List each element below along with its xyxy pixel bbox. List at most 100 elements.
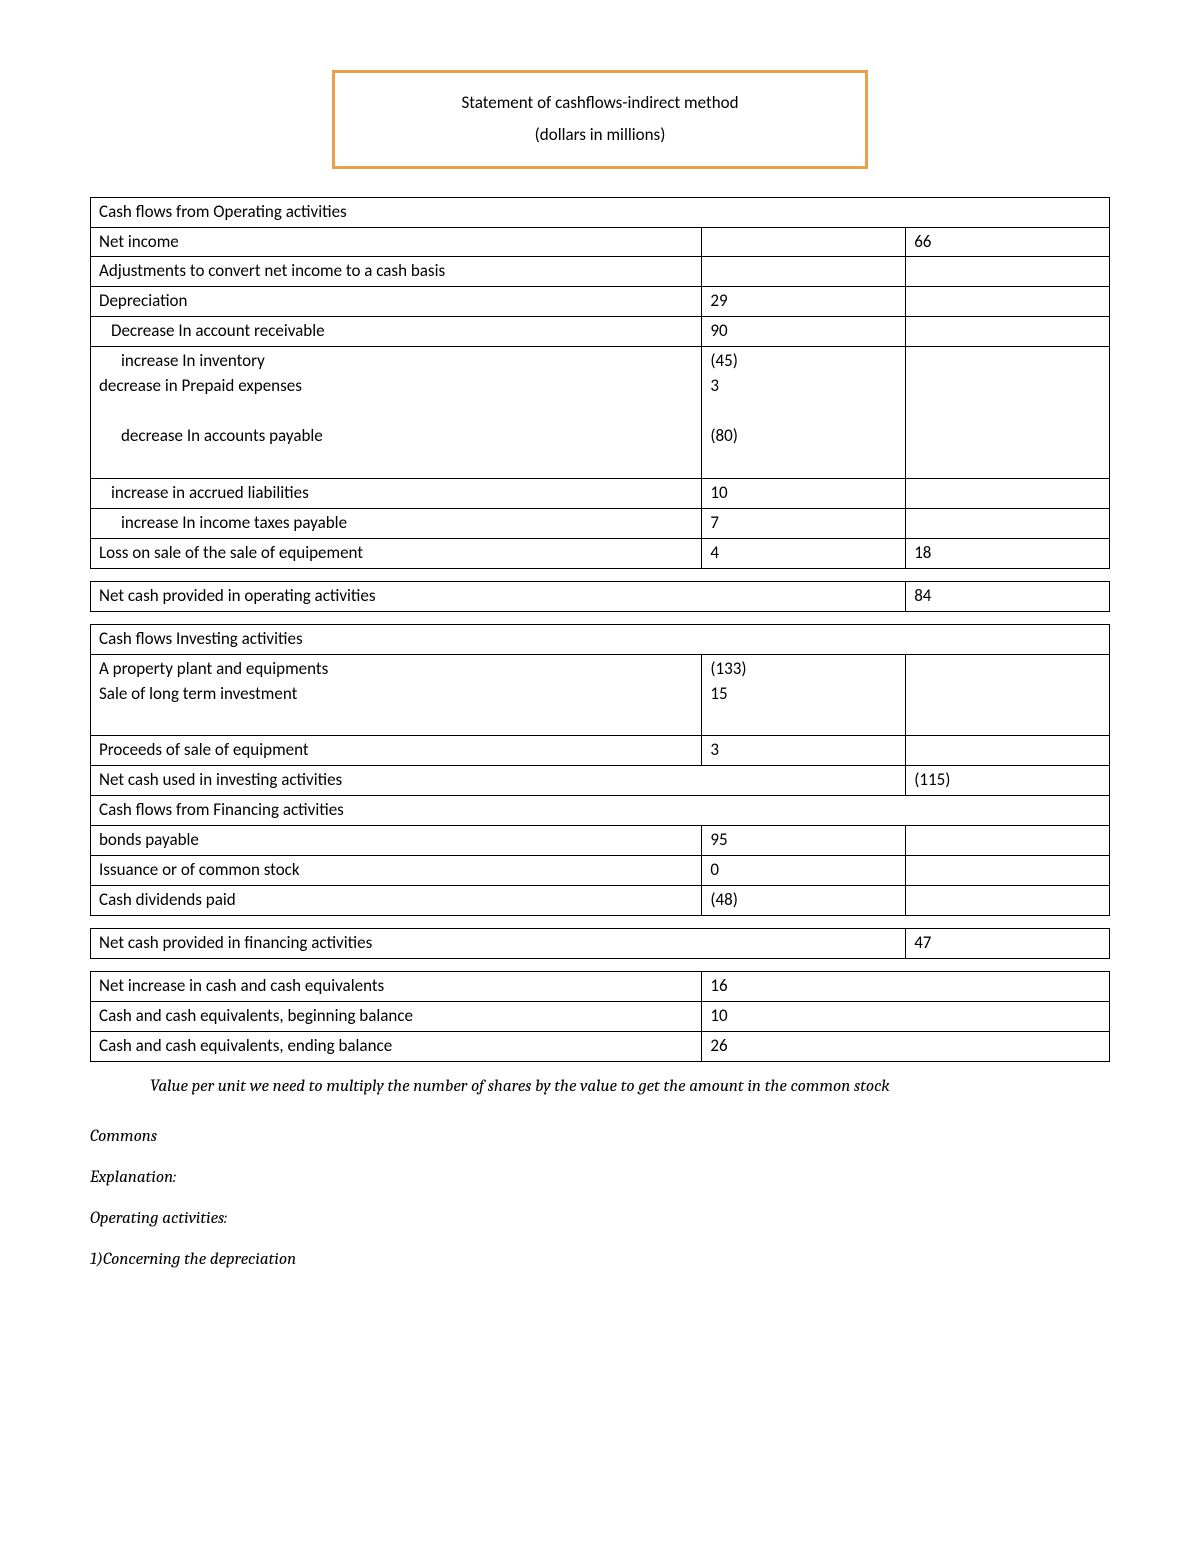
cell-value (702, 227, 906, 257)
section-header: Cash flows from Operating activities (91, 197, 1110, 227)
cell-value: 4 (702, 538, 906, 568)
cell-value (906, 654, 1110, 736)
cell-label: Cash and cash equivalents, beginning bal… (91, 1001, 702, 1031)
section-header: Cash flows Investing activities (91, 624, 1110, 654)
title-line-2: (dollars in millions) (345, 119, 855, 151)
table-row: Issuance or of common stock 0 (91, 856, 1110, 886)
table-row: Cash and cash equivalents, ending balanc… (91, 1031, 1110, 1061)
row-value: (45) (710, 350, 897, 375)
cell-label: Depreciation (91, 287, 702, 317)
row-text: decrease In accounts payable (99, 425, 323, 446)
cell-label: Loss on sale of the sale of equipement (91, 538, 702, 568)
cell-value: 66 (906, 227, 1110, 257)
table-row: Cash flows Investing activities (91, 624, 1110, 654)
cell-value (906, 826, 1110, 856)
row-text: decrease in Prepaid expenses (99, 375, 693, 400)
cell-label: Net increase in cash and cash equivalent… (91, 972, 702, 1002)
table-row: bonds payable 95 (91, 826, 1110, 856)
table-row: Depreciation 29 (91, 287, 1110, 317)
table-row: Cash and cash equivalents, beginning bal… (91, 1001, 1110, 1031)
table-row: increase in accrued liabilities 10 (91, 478, 1110, 508)
cell-value (906, 856, 1110, 886)
table-row: Cash dividends paid (48) (91, 886, 1110, 916)
cell-value: (133) 15 (702, 654, 906, 736)
row-text: increase in accrued liabilities (99, 482, 309, 503)
notes-commons: Commons (90, 1127, 1110, 1146)
notes-explanation: Explanation: (90, 1168, 1110, 1187)
row-value: (80) (710, 425, 897, 450)
financing-net-table: Net cash provided in financing activitie… (90, 928, 1110, 959)
cell-label: Net cash provided in financing activitie… (91, 929, 906, 959)
cell-value (906, 886, 1110, 916)
cell-value: 10 (702, 478, 906, 508)
cell-label: Net cash used in investing activities (91, 766, 906, 796)
cell-label: Decrease In account receivable (91, 317, 702, 347)
cell-label: Issuance or of common stock (91, 856, 702, 886)
cell-value (906, 508, 1110, 538)
cell-value (906, 736, 1110, 766)
cell-label: Net income (91, 227, 702, 257)
row-value: (133) (710, 658, 897, 683)
table-row: Loss on sale of the sale of equipement 4… (91, 538, 1110, 568)
operating-net-table: Net cash provided in operating activitie… (90, 581, 1110, 612)
cell-label: increase in accrued liabilities (91, 478, 702, 508)
title-line-1: Statement of cashflows-indirect method (345, 87, 855, 119)
notes-operating: Operating activities: (90, 1209, 1110, 1228)
cell-label: Proceeds of sale of equipment (91, 736, 702, 766)
cell-value: 90 (702, 317, 906, 347)
table-row: increase In income taxes payable 7 (91, 508, 1110, 538)
cell-label: Cash and cash equivalents, ending balanc… (91, 1031, 702, 1061)
summary-table: Net increase in cash and cash equivalent… (90, 971, 1110, 1062)
investing-table: Cash flows Investing activities A proper… (90, 624, 1110, 916)
cell-label: A property plant and equipments Sale of … (91, 654, 702, 736)
notes-item-1: 1)Concerning the depreciation (90, 1250, 1110, 1269)
table-row: Cash flows from Financing activities (91, 796, 1110, 826)
cell-value: 47 (906, 929, 1110, 959)
table-row: increase In inventory decrease in Prepai… (91, 347, 1110, 479)
cell-value: (45) 3 (80) (702, 347, 906, 479)
operating-table: Cash flows from Operating activities Net… (90, 197, 1110, 569)
cell-value (906, 257, 1110, 287)
cell-value: (115) (906, 766, 1110, 796)
cell-value: 3 (702, 736, 906, 766)
cell-value (702, 257, 906, 287)
row-text: increase In income taxes payable (99, 512, 347, 533)
cell-value: (48) (702, 886, 906, 916)
cell-value: 7 (702, 508, 906, 538)
table-row: Net increase in cash and cash equivalent… (91, 972, 1110, 1002)
row-text: A property plant and equipments (99, 658, 693, 683)
cell-value: 0 (702, 856, 906, 886)
cell-value: 10 (702, 1001, 1110, 1031)
cell-value (906, 287, 1110, 317)
cell-value: 84 (906, 581, 1110, 611)
row-text: Decrease In account receivable (99, 320, 325, 341)
cell-label: Adjustments to convert net income to a c… (91, 257, 702, 287)
table-row: Proceeds of sale of equipment 3 (91, 736, 1110, 766)
table-row: Decrease In account receivable 90 (91, 317, 1110, 347)
cell-value: 29 (702, 287, 906, 317)
table-row: Cash flows from Operating activities (91, 197, 1110, 227)
cell-label: increase In income taxes payable (91, 508, 702, 538)
cell-label: bonds payable (91, 826, 702, 856)
section-header: Cash flows from Financing activities (91, 796, 1110, 826)
cell-value: 26 (702, 1031, 1110, 1061)
footnote-text: Value per unit we need to multiply the n… (90, 1074, 1110, 1100)
table-row: Net income 66 (91, 227, 1110, 257)
cell-value: 95 (702, 826, 906, 856)
table-row: Net cash provided in operating activitie… (91, 581, 1110, 611)
table-row: A property plant and equipments Sale of … (91, 654, 1110, 736)
row-text: increase In inventory (99, 350, 265, 371)
cell-value (906, 347, 1110, 479)
cell-value: 16 (702, 972, 1110, 1002)
cell-label: Cash dividends paid (91, 886, 702, 916)
cell-value (906, 478, 1110, 508)
cell-label: Net cash provided in operating activitie… (91, 581, 906, 611)
cell-value (906, 317, 1110, 347)
table-row: Net cash provided in financing activitie… (91, 929, 1110, 959)
title-box: Statement of cashflows-indirect method (… (332, 70, 868, 169)
table-row: Adjustments to convert net income to a c… (91, 257, 1110, 287)
row-text: Sale of long term investment (99, 683, 693, 708)
notes-section: Commons Explanation: Operating activitie… (90, 1127, 1110, 1269)
row-value: 3 (710, 375, 897, 400)
row-value: 15 (710, 683, 897, 708)
